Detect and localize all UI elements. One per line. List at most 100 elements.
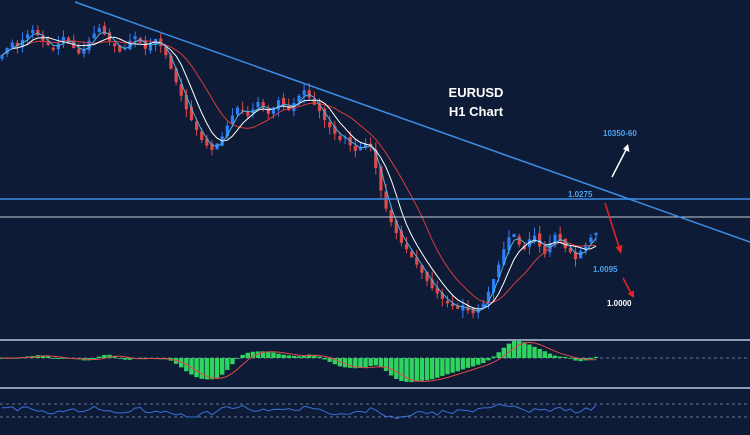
candle-body — [179, 84, 183, 96]
candle-body — [563, 238, 567, 249]
histogram-bar — [179, 358, 184, 368]
candle-body — [92, 33, 96, 39]
histogram-bar — [117, 358, 122, 359]
histogram-bar — [527, 344, 532, 358]
chart-title: EURUSD — [449, 85, 504, 100]
candle-body — [543, 245, 547, 254]
candle-body — [379, 166, 383, 191]
histogram-bar — [394, 358, 399, 379]
candle-body — [194, 121, 199, 131]
histogram-bar — [450, 358, 455, 373]
histogram-bar — [91, 358, 97, 360]
arrow-up-white — [611, 144, 630, 178]
histogram-bar — [143, 357, 148, 359]
candle-body — [10, 42, 14, 48]
histogram-bar — [368, 358, 373, 366]
histogram-bar — [307, 354, 312, 358]
candle-body — [210, 143, 214, 150]
histogram-bar — [245, 352, 250, 358]
histogram-bar — [593, 356, 599, 358]
candle-body — [189, 106, 194, 121]
histogram-bar — [281, 354, 286, 358]
candle-body — [77, 48, 81, 54]
candle-body — [522, 245, 526, 250]
histogram-bar — [102, 354, 107, 358]
histogram-bar — [271, 352, 276, 358]
histogram-bar — [255, 351, 261, 358]
histogram-bar — [373, 358, 379, 366]
candle-body — [517, 236, 521, 245]
histogram-bar — [440, 358, 445, 376]
candle-body — [394, 220, 398, 233]
histogram-bar — [286, 355, 291, 358]
target-label: 10350-60 — [603, 129, 637, 138]
histogram-bar — [460, 358, 466, 370]
candle-body — [36, 29, 40, 36]
candle-body — [594, 232, 598, 236]
histogram-bar — [552, 355, 558, 358]
moving-average-line — [1, 39, 597, 304]
histogram-bar — [429, 358, 435, 380]
histogram-bar — [276, 353, 281, 358]
candle-body — [461, 305, 465, 311]
candle-body — [276, 100, 281, 110]
arrow-down-red-2 — [622, 277, 634, 298]
histogram-bar — [61, 358, 66, 359]
histogram-bar — [455, 358, 460, 372]
candle-body — [235, 107, 240, 115]
histogram-bar — [45, 356, 51, 358]
histogram-bar — [383, 358, 389, 371]
candle-body — [251, 109, 255, 113]
histogram-bar — [235, 358, 240, 359]
histogram-bar — [542, 351, 547, 358]
histogram-bar — [486, 358, 491, 361]
histogram-bar — [225, 358, 230, 370]
candle-body — [328, 122, 332, 128]
histogram-bar — [363, 358, 368, 368]
candle-body — [271, 107, 275, 114]
candle-body — [169, 55, 173, 69]
candle-body — [481, 303, 485, 309]
candle-body — [440, 292, 444, 299]
histogram-bar — [40, 355, 46, 358]
candles-layer — [0, 21, 598, 319]
candle-body — [287, 105, 291, 111]
candle-body — [451, 303, 455, 307]
candle-body — [333, 126, 337, 134]
moving-average-line — [1, 36, 597, 310]
histogram-bar — [332, 358, 338, 365]
histogram-bar — [557, 356, 563, 358]
candle-body — [358, 147, 363, 151]
histogram-bar — [296, 356, 302, 358]
histogram-bar — [435, 358, 440, 378]
candle-body — [420, 265, 424, 273]
candle-body — [502, 249, 506, 265]
histogram-bar — [578, 358, 583, 362]
histogram-bar — [260, 351, 266, 358]
candle-body — [338, 135, 342, 140]
candle-body — [363, 143, 368, 148]
candle-body — [51, 47, 55, 50]
candle-body — [486, 291, 491, 302]
candle-body — [404, 244, 409, 250]
histogram-bar — [547, 353, 553, 358]
candle-body — [225, 125, 229, 137]
candle-body — [200, 131, 204, 140]
histogram-bar — [312, 354, 317, 358]
histogram-bar — [97, 356, 102, 358]
histogram-bar — [588, 358, 594, 360]
candle-body — [282, 98, 286, 105]
candle-body — [415, 257, 419, 265]
candle-body — [399, 230, 404, 243]
candle-body — [148, 44, 153, 51]
histogram-bar — [419, 358, 425, 381]
candle-body — [389, 210, 393, 223]
candle-body — [261, 102, 265, 108]
candle-body — [343, 137, 347, 139]
candle-body — [97, 28, 101, 33]
candle-body — [184, 95, 188, 110]
histogram-bar — [230, 358, 235, 365]
candle-body — [568, 247, 572, 252]
oscillator-line — [1, 403, 597, 420]
candle-body — [230, 115, 235, 124]
